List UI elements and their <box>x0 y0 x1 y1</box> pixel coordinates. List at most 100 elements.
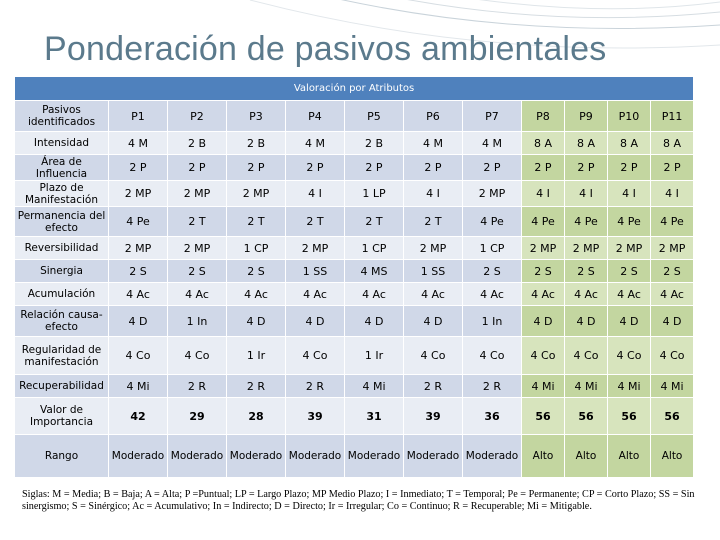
table-cell: 4 Pe <box>564 206 608 237</box>
table-cell: 4 Ac <box>226 282 286 306</box>
table-cell: 2 MP <box>649 236 695 260</box>
table-cell: 1 SS <box>403 259 463 283</box>
table-cell: 56 <box>564 397 608 435</box>
table-cell: Alto <box>521 434 565 478</box>
table-cell: 4 Pe <box>108 206 168 237</box>
table-cell: 56 <box>649 397 695 435</box>
table-cell: 2 P <box>403 154 463 181</box>
table-cell: 4 Mi <box>521 374 565 398</box>
table-cell: 4 I <box>403 180 463 207</box>
row-label: Acumulación <box>14 282 109 306</box>
table-cell: 2 R <box>226 374 286 398</box>
table-cell: Moderado <box>462 434 522 478</box>
column-label-p5: P5 <box>344 100 404 132</box>
table-cell: Moderado <box>285 434 345 478</box>
table-cell: 2 T <box>167 206 227 237</box>
table-cell: 4 D <box>649 305 695 337</box>
table-cell: 4 Mi <box>607 374 651 398</box>
table-row: Reversibilidad 2 MP 2 MP 1 CP 2 MP 1 CP 2 MP 1 … <box>14 236 695 260</box>
table-cell: 2 P <box>344 154 404 181</box>
table-cell: 4 Co <box>285 336 345 375</box>
table-cell: 4 D <box>226 305 286 337</box>
row-label: Sinergia <box>14 259 109 283</box>
table-cell: 4 Ac <box>462 282 522 306</box>
table-cell: 4 I <box>521 180 565 207</box>
table-cell: 2 R <box>285 374 345 398</box>
table-cell: 31 <box>344 397 404 435</box>
table-cell: 2 MP <box>285 236 345 260</box>
table-cell: 4 Co <box>649 336 695 375</box>
table-cell: 1 CP <box>344 236 404 260</box>
table-cell: Moderado <box>403 434 463 478</box>
table-cell: 1 In <box>462 305 522 337</box>
table-cell: Alto <box>607 434 651 478</box>
table-cell: 2 MP <box>226 180 286 207</box>
table-cell: 4 M <box>403 131 463 155</box>
table-cell: 29 <box>167 397 227 435</box>
table-cell: 2 S <box>649 259 695 283</box>
table-cell: 2 T <box>226 206 286 237</box>
decorative-header-curves <box>249 0 720 49</box>
table-cell: 4 I <box>564 180 608 207</box>
table-cell: 4 Ac <box>564 282 608 306</box>
column-label-p11: P11 <box>649 100 695 132</box>
table-cell: 4 D <box>285 305 345 337</box>
table-cell: 4 M <box>285 131 345 155</box>
table-cell: 1 Ir <box>344 336 404 375</box>
table-cell: 4 M <box>462 131 522 155</box>
column-label-p6: P6 <box>403 100 463 132</box>
table-cell: 4 Ac <box>521 282 565 306</box>
table-cell: 4 Co <box>521 336 565 375</box>
table-cell: 2 MP <box>108 180 168 207</box>
table-row: Valor de Importancia 42 29 28 39 31 39 36 56 56 56… <box>14 397 695 435</box>
table-cell: Alto <box>564 434 608 478</box>
table-cell: 2 T <box>403 206 463 237</box>
table-cell: 2 T <box>285 206 345 237</box>
table-cell: 4 Co <box>564 336 608 375</box>
column-label-p3: P3 <box>226 100 286 132</box>
table-cell: 2 B <box>344 131 404 155</box>
table-cell: 56 <box>521 397 565 435</box>
table-cell: 4 M <box>108 131 168 155</box>
table-cell: 2 MP <box>462 180 522 207</box>
table-cell: 42 <box>108 397 168 435</box>
table-cell: Alto <box>649 434 695 478</box>
table-cell: Moderado <box>226 434 286 478</box>
table-cell: 4 Ac <box>167 282 227 306</box>
table-cell: 4 I <box>649 180 695 207</box>
table-cell: 2 S <box>521 259 565 283</box>
table-cell: 4 Mi <box>344 374 404 398</box>
table-cell: Moderado <box>167 434 227 478</box>
row-label: Reversibilidad <box>14 236 109 260</box>
table-cell: 2 P <box>607 154 651 181</box>
table-cell: 2 MP <box>403 236 463 260</box>
table-cell: 2 S <box>564 259 608 283</box>
table-cell: 2 B <box>167 131 227 155</box>
table-cell: 2 S <box>226 259 286 283</box>
table-cell: 39 <box>403 397 463 435</box>
column-label-p4: P4 <box>285 100 345 132</box>
table-cell: 1 CP <box>462 236 522 260</box>
table-cell: 4 Pe <box>649 206 695 237</box>
table-cell: 28 <box>226 397 286 435</box>
table-cell: 2 R <box>462 374 522 398</box>
table-cell: 4 Co <box>403 336 463 375</box>
table-cell: 4 MS <box>344 259 404 283</box>
table-cell: 1 LP <box>344 180 404 207</box>
row-label: Relación causa-efecto <box>14 305 109 337</box>
table-cell: 4 Ac <box>108 282 168 306</box>
table-cell: 2 S <box>108 259 168 283</box>
table-cell: 2 MP <box>108 236 168 260</box>
table-cell: 39 <box>285 397 345 435</box>
table-cell: 4 Mi <box>108 374 168 398</box>
table-cell: 4 Pe <box>521 206 565 237</box>
table-cell: 2 MP <box>167 180 227 207</box>
table-cell: 2 S <box>607 259 651 283</box>
row-label: Área de Influencia <box>14 154 109 181</box>
table-row: Rango Moderado Moderado Moderado Moderado Mod… <box>14 434 695 478</box>
